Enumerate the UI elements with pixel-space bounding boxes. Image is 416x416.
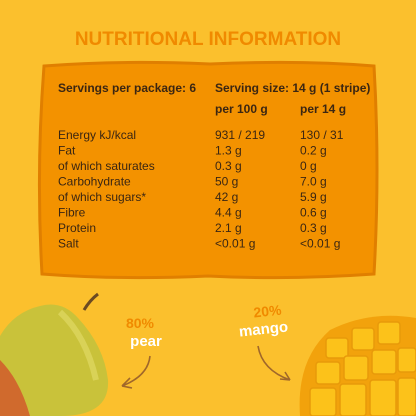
pear-percent: 80% bbox=[126, 315, 155, 331]
row-value: 50 g bbox=[215, 175, 238, 189]
row-label: Salt bbox=[58, 237, 79, 251]
row-value: 0.3 g bbox=[300, 221, 327, 235]
title: NUTRITIONAL INFORMATION bbox=[75, 29, 341, 50]
column-header: per 14 g bbox=[300, 102, 346, 116]
nutrition-table: Servings per package: 6 Serving size: 14… bbox=[58, 81, 370, 251]
row-value: 2.1 g bbox=[215, 221, 242, 235]
header-cell: Servings per package: 6 bbox=[58, 81, 196, 95]
row-label: Protein bbox=[58, 221, 96, 235]
row-value: 130 / 31 bbox=[300, 128, 344, 142]
header-cell: Serving size: 14 g (1 stripe) bbox=[215, 81, 370, 95]
row-value: 42 g bbox=[215, 190, 238, 204]
row-value: 0.2 g bbox=[300, 144, 327, 158]
row-value: 931 / 219 bbox=[215, 128, 265, 142]
row-value: <0.01 g bbox=[300, 237, 340, 251]
row-value: 7.0 g bbox=[300, 175, 327, 189]
pear-image bbox=[0, 292, 109, 416]
row-value: 5.9 g bbox=[300, 190, 327, 204]
pear-label: pear bbox=[130, 333, 162, 350]
row-label: Energy kJ/kcal bbox=[58, 128, 136, 142]
column-header: per 100 g bbox=[215, 102, 268, 116]
pear-arrow bbox=[121, 355, 151, 389]
row-label: of which sugars* bbox=[58, 190, 146, 204]
row-value: 0 g bbox=[300, 159, 317, 173]
mango-image bbox=[299, 315, 416, 416]
row-value: 0.3 g bbox=[215, 159, 242, 173]
row-value: 0.6 g bbox=[300, 206, 327, 220]
row-label: Fibre bbox=[58, 206, 86, 220]
row-label: Carbohydrate bbox=[58, 175, 131, 189]
row-label: of which saturates bbox=[58, 159, 155, 173]
table-box bbox=[37, 60, 379, 280]
mango-percent: 20% bbox=[253, 302, 283, 321]
row-value: 4.4 g bbox=[215, 206, 242, 220]
mango-label: mango bbox=[238, 319, 289, 341]
row-value: 1.3 g bbox=[215, 144, 242, 158]
row-label: Fat bbox=[58, 144, 76, 158]
row-value: <0.01 g bbox=[215, 237, 255, 251]
mango-arrow bbox=[257, 345, 291, 381]
